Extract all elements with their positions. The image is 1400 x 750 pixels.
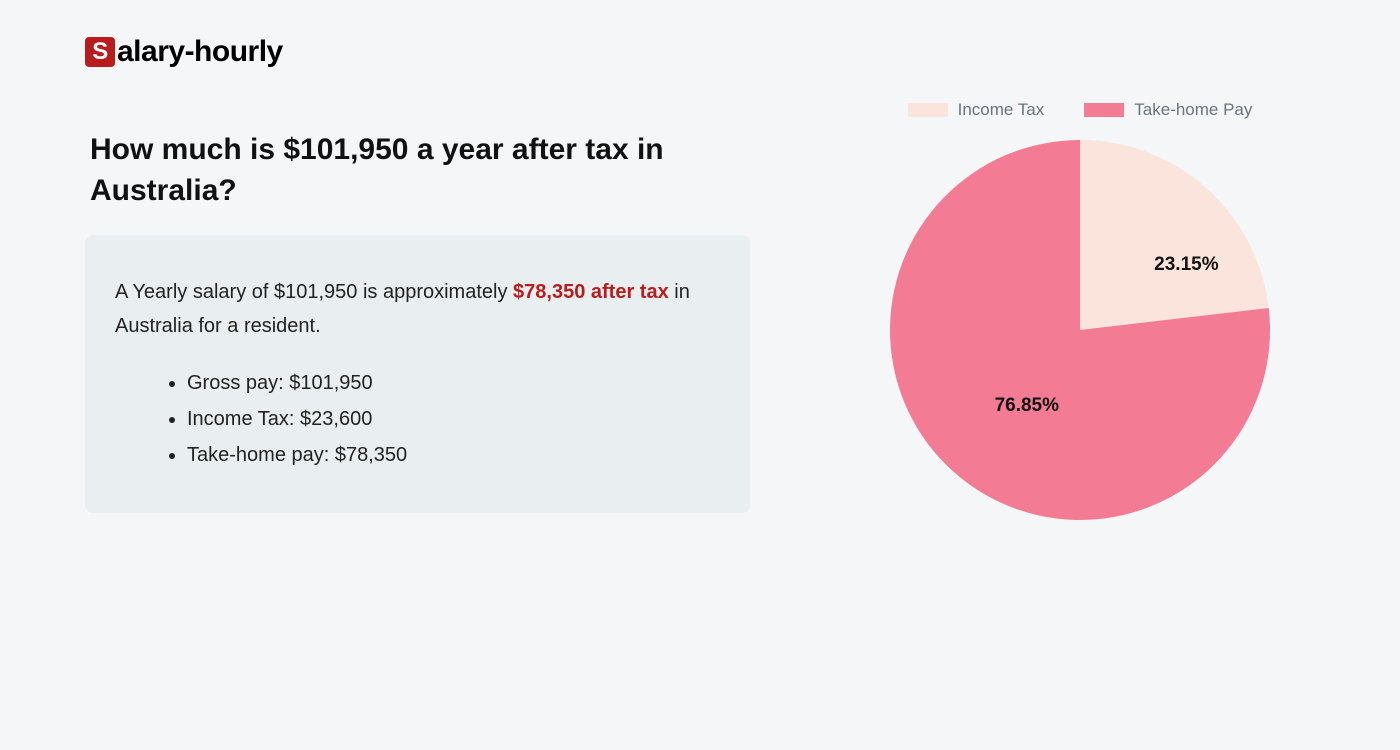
summary-list: Gross pay: $101,950 Income Tax: $23,600 … <box>115 365 720 473</box>
list-item: Gross pay: $101,950 <box>187 365 720 401</box>
site-logo: Salary-hourly <box>85 35 283 69</box>
summary-highlight: $78,350 after tax <box>513 281 669 303</box>
pie-chart: 23.15% 76.85% <box>890 140 1270 520</box>
legend-label: Take-home Pay <box>1134 100 1252 120</box>
page-title: How much is $101,950 a year after tax in… <box>90 130 710 211</box>
chart-region: Income Tax Take-home Pay 23.15% 76.85% <box>850 100 1310 520</box>
legend-swatch <box>908 103 948 117</box>
logo-badge: S <box>85 37 115 67</box>
list-item: Take-home pay: $78,350 <box>187 437 720 473</box>
pie-slice <box>1080 140 1269 330</box>
summary-card: A Yearly salary of $101,950 is approxima… <box>85 235 750 513</box>
legend-swatch <box>1084 103 1124 117</box>
pie-slice-label: 76.85% <box>995 395 1059 417</box>
chart-legend: Income Tax Take-home Pay <box>850 100 1310 120</box>
list-item: Income Tax: $23,600 <box>187 401 720 437</box>
legend-label: Income Tax <box>958 100 1045 120</box>
summary-before: A Yearly salary of $101,950 is approxima… <box>115 281 513 303</box>
logo-text: alary-hourly <box>117 35 283 69</box>
legend-item: Take-home Pay <box>1084 100 1252 120</box>
summary-text: A Yearly salary of $101,950 is approxima… <box>115 275 720 343</box>
pie-svg <box>890 140 1270 520</box>
legend-item: Income Tax <box>908 100 1045 120</box>
pie-slice-label: 23.15% <box>1154 254 1218 276</box>
